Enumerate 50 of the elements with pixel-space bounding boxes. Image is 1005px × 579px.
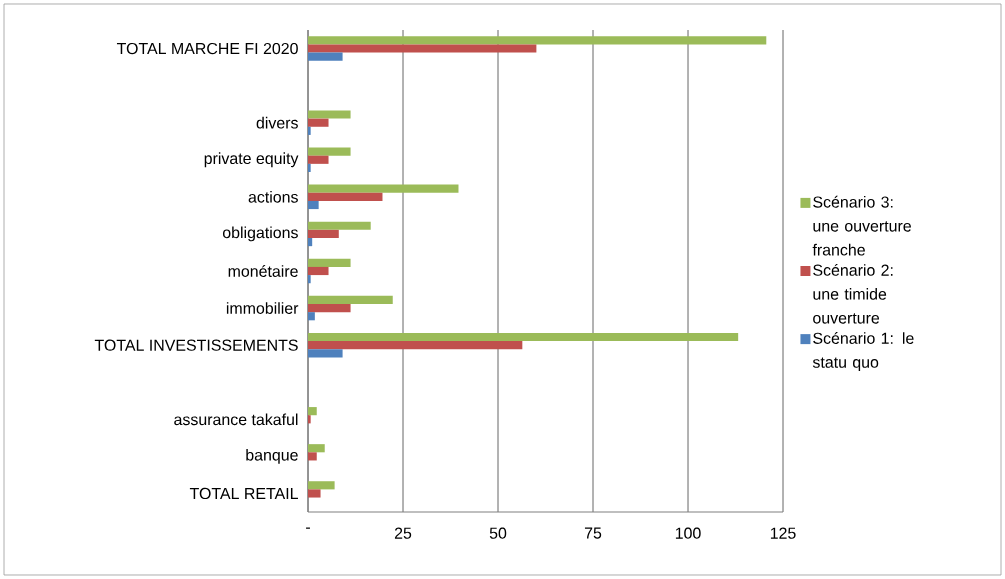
y-tick-label: immobilier (226, 302, 299, 314)
bar (308, 200, 319, 210)
bar (308, 275, 311, 284)
bar (308, 118, 329, 127)
bar (308, 192, 383, 201)
y-tick-label: private equity (204, 152, 299, 168)
bar (308, 147, 351, 156)
legend-label: Scénario 3: une ouverture franche (812, 195, 911, 256)
bar (308, 44, 537, 53)
bar (308, 444, 325, 453)
y-tick-label: banque (246, 448, 298, 464)
legend-label: Scénario 2: une timide ouverture (813, 263, 893, 324)
y-tick-label: TOTAL MARCHE FI 2020 (116, 42, 298, 55)
y-tick-label: divers (256, 116, 298, 129)
x-tick-label: 25 (394, 527, 412, 539)
bar (308, 184, 459, 193)
bar (308, 52, 343, 61)
x-tick-label: 100 (675, 527, 701, 539)
y-tick-label: monétaire (228, 265, 298, 277)
y-tick-label: actions (248, 191, 298, 203)
x-tick-label: 50 (489, 527, 507, 539)
bar (308, 304, 351, 313)
bar (308, 452, 317, 461)
y-tick-label: assurance takaful (174, 413, 298, 426)
bar (308, 312, 315, 321)
y-tick-label: TOTAL INVESTISSEMENTS (94, 339, 298, 351)
bar (308, 229, 339, 239)
bar (308, 481, 335, 490)
bar (308, 36, 767, 45)
x-tick-label: - (306, 527, 310, 529)
bar (308, 349, 343, 358)
bar (308, 163, 311, 173)
bar (308, 407, 317, 416)
bar (308, 266, 329, 276)
bar (308, 332, 739, 342)
bar (308, 110, 351, 119)
y-tick-label: obligations (222, 226, 298, 242)
x-tick-label: 75 (584, 527, 602, 539)
x-tick-label: 125 (770, 527, 796, 539)
bar (308, 258, 351, 267)
bar (308, 221, 371, 230)
bar (308, 238, 313, 247)
bar (308, 489, 321, 498)
bar (308, 126, 311, 135)
legend-label: Scénario 1: le statu quo (812, 332, 914, 372)
bar (308, 415, 311, 424)
bar (308, 155, 329, 164)
bar (308, 295, 393, 304)
bar (308, 341, 523, 350)
y-tick-label: TOTAL RETAIL (189, 487, 298, 500)
